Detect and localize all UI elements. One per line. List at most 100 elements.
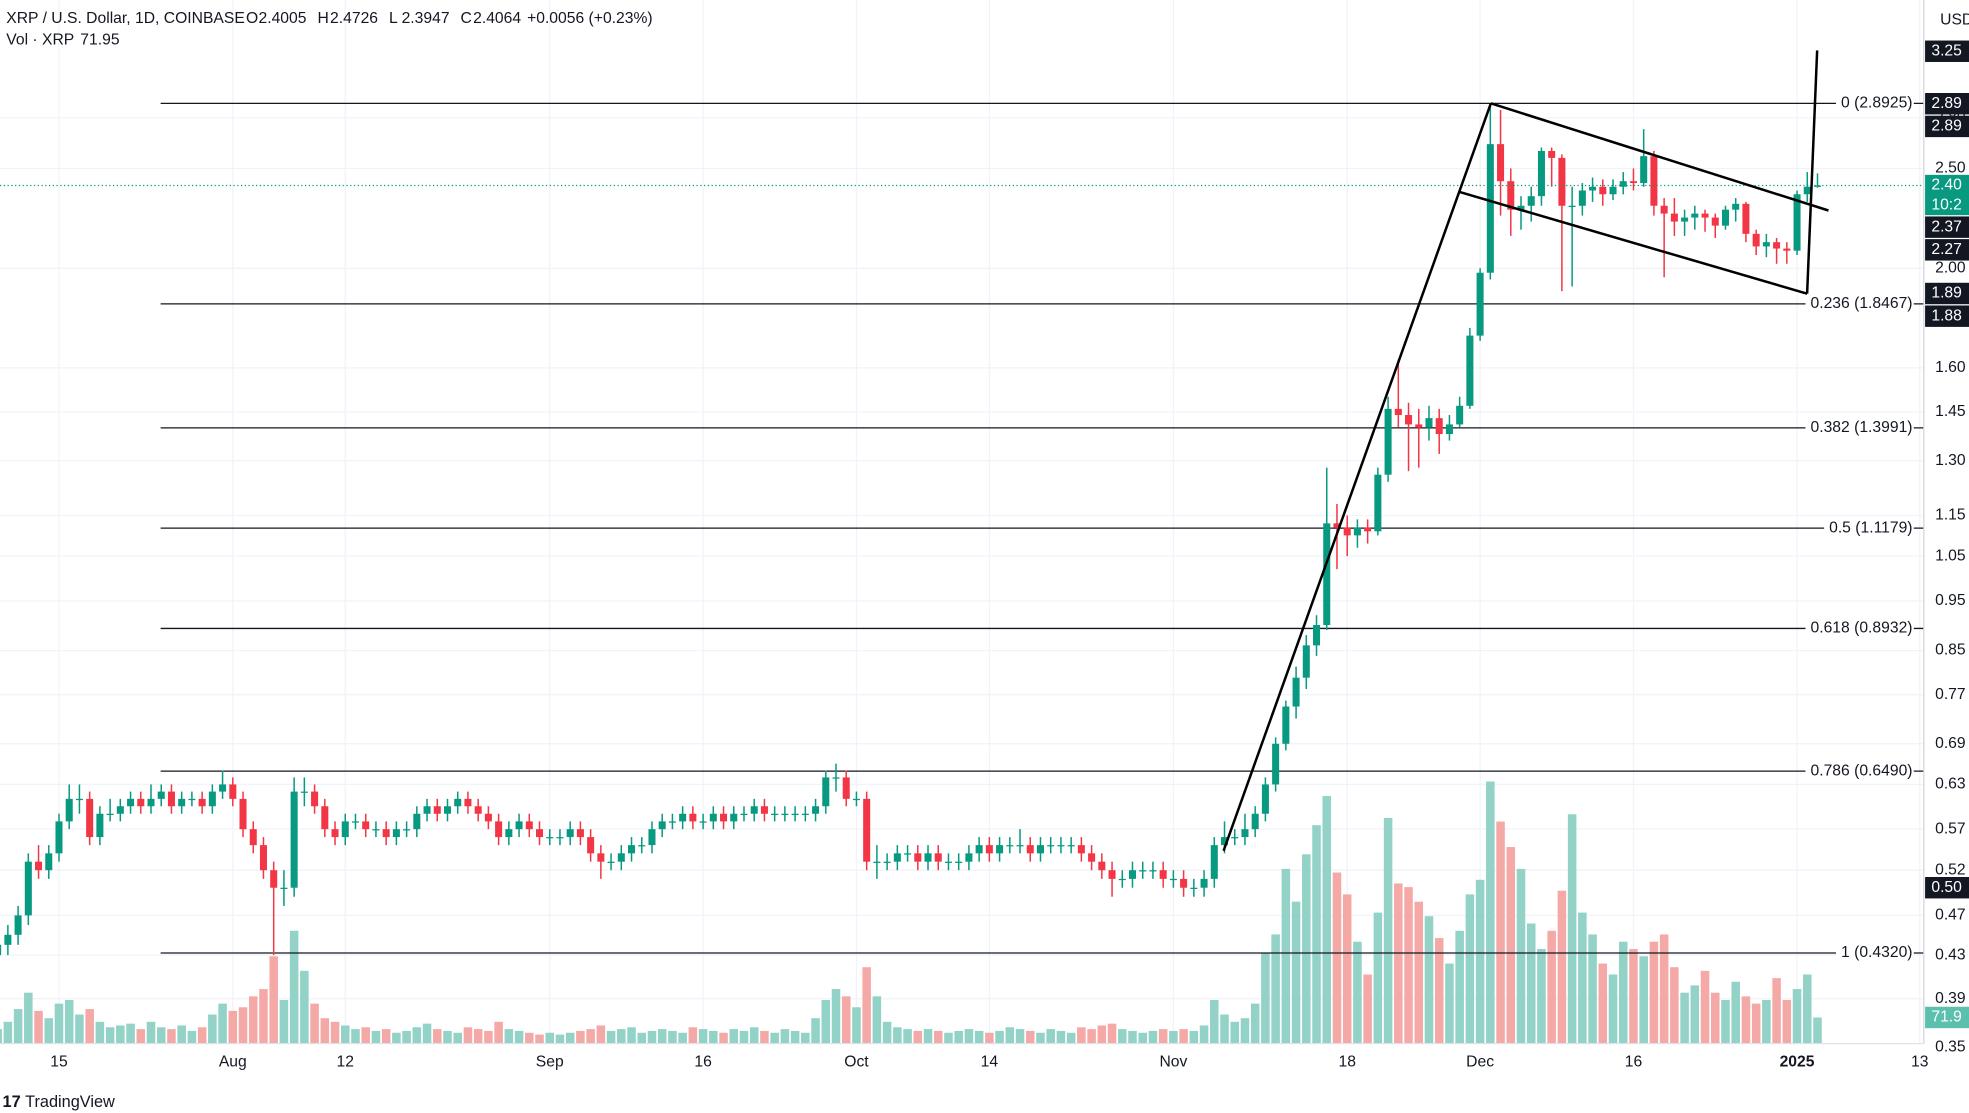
volume-bar [1363,974,1372,1044]
candle-body [1149,870,1157,872]
volume-bar [1608,974,1618,1044]
candle-body [1558,157,1566,206]
candle-body [955,861,963,863]
candle-body [1098,861,1106,871]
candle-body [750,806,758,814]
volume-bar [279,999,289,1044]
ohlc-label: L [389,10,398,27]
candle-body [249,829,257,846]
volume-bar [453,1032,462,1044]
candle-body [474,806,482,814]
candle-body [638,845,646,847]
candle-body [341,821,349,838]
candle-body [45,853,53,871]
volume-bar [954,1030,963,1044]
volume-bar [1751,1003,1761,1044]
candle-body [443,806,452,814]
volume-bar [392,1032,401,1044]
volume-bar [310,1003,319,1044]
volume-bar [218,1003,227,1044]
volume-bar [1087,1029,1096,1044]
volume-bar [1373,912,1383,1044]
candle-body [1548,150,1556,158]
price-change: +0.0056 (+0.23%) [527,10,653,27]
volume-bar [913,1030,923,1044]
volume-title: Vol · XRP [6,31,74,48]
volume-bar [1291,901,1301,1044]
volume-bar [463,1027,473,1044]
candle-body [219,784,227,792]
candle-body [1486,144,1494,273]
fib-label-bg [1836,944,1914,962]
volume-bar [525,1032,534,1044]
price-box-label: 2.40 [1931,177,1962,194]
candle-body [668,821,676,823]
candle-body [873,861,881,863]
ohlc-value: 2.4064 [473,10,521,27]
x-tick-label: Sep [536,1054,564,1071]
candle-body [1425,418,1433,428]
volume-bar [749,1027,759,1044]
candle-body [985,845,993,854]
volume-bar [13,1009,23,1044]
candle-body [1732,203,1740,210]
volume-bar [197,1027,207,1044]
candle-body [1640,156,1648,184]
ohlc-label: C [461,10,472,27]
volume-bar [1567,814,1577,1044]
candle-body [576,829,584,838]
candle-body [1476,272,1484,336]
trend-line [1457,190,1808,295]
candle-body [484,813,492,822]
y-tick-label: 1.60 [1935,359,1966,376]
volume-bar [995,1030,1004,1044]
candle-body [280,887,288,889]
candle-body [893,853,901,862]
fib-label-bg [1805,619,1914,637]
candle-body [1568,205,1576,208]
volume-box-label: 71.9 [1931,1009,1962,1026]
candle-body [812,806,820,814]
volume-bar [136,1029,146,1044]
symbol-title: XRP / U.S. Dollar, 1D, COINBASE [6,10,245,27]
price-box [1925,282,1969,305]
candle-body [1169,878,1177,881]
volume-bar [893,1027,902,1044]
candle-body [1497,144,1505,182]
logo: 17 TradingView [3,1093,116,1111]
candle-body [127,798,135,807]
volume-bar [1148,1030,1158,1044]
candle-body [904,853,912,855]
volume-bar [1077,1027,1086,1044]
candle-body [1803,186,1811,195]
candle-body [975,845,983,854]
fib-label: 0.236 (1.8467) [1811,295,1913,312]
candle-body [1527,196,1535,206]
ohlc-value: 2.4005 [259,10,307,27]
axis-layer: 15Aug12Sep16Oct14Nov18Dec162025132.802.5… [50,40,1969,1071]
volume-bar [1128,1030,1137,1044]
candle-body [106,813,114,816]
candle-body [65,798,73,822]
candle-body [167,791,175,807]
volume-bar [770,1032,779,1044]
candle-body [699,821,707,823]
candle-body [1721,209,1729,226]
volume-bar [535,1034,544,1044]
volume-bar [985,1032,994,1044]
volume-bar [1721,999,1730,1044]
candle-body [351,821,359,823]
volume-bar [1741,996,1751,1044]
candle-body [1077,845,1085,854]
volume-bar [238,1007,248,1044]
volume-bar [340,1025,350,1044]
volume-bar [964,1029,974,1044]
volume-bar [1547,930,1556,1044]
volume-bar [412,1027,422,1044]
candle-body [300,791,308,793]
volume-bar [872,996,882,1044]
volume-bar [801,1032,810,1044]
price-box-label: 1.89 [1931,285,1962,302]
candle-body [239,798,247,830]
candle-body [35,861,43,871]
